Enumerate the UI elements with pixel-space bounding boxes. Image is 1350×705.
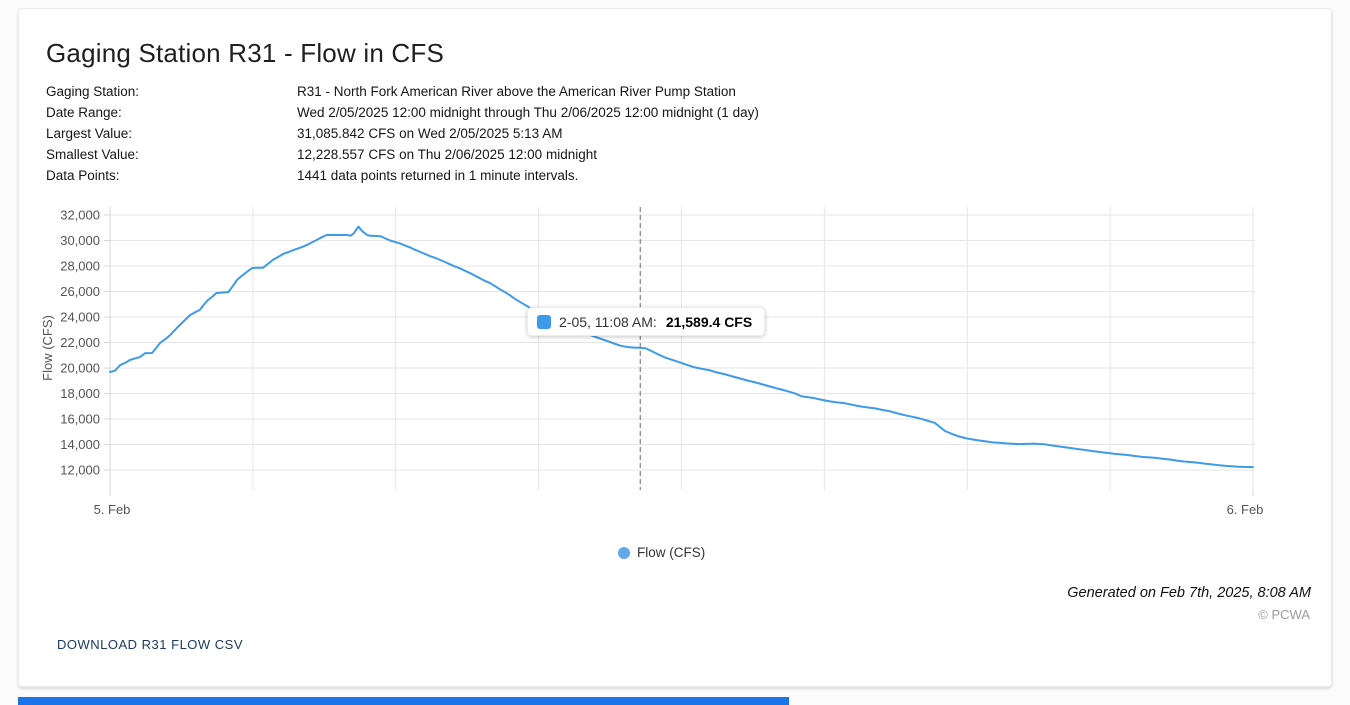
metadata-label: Data Points:	[46, 168, 120, 183]
tooltip-value: 21,589.4 CFS	[665, 313, 753, 330]
metadata-table: Gaging Station: R31 - North Fork American…	[46, 81, 759, 186]
generated-timestamp: Generated on Feb 7th, 2025, 8:08 AM	[1067, 585, 1311, 601]
metadata-label: Largest Value:	[46, 126, 133, 141]
series-marker-icon	[537, 314, 551, 329]
y-tick-label: 14,000	[60, 437, 100, 452]
metadata-row: Smallest Value: 12,228.557 CFS on Thu 2/0…	[46, 144, 759, 165]
metadata-row: Data Points: 1441 data points returned in…	[46, 165, 759, 186]
copyright-notice: © PCWA	[1258, 607, 1310, 622]
y-tick-label: 28,000	[60, 259, 100, 274]
y-tick-label: 24,000	[60, 310, 100, 325]
legend-label: Flow (CFS)	[637, 545, 706, 560]
x-tick-label: 5. Feb	[94, 502, 131, 517]
page-title: Gaging Station R31 - Flow in CFS	[46, 38, 445, 68]
metadata-value: Wed 2/05/2025 12:00 midnight through Thu…	[297, 105, 759, 120]
report-card	[18, 8, 1332, 687]
y-axis-title: Flow (CFS)	[40, 315, 55, 381]
metadata-row: Gaging Station: R31 - North Fork American…	[46, 81, 759, 102]
y-tick-label: 30,000	[60, 233, 100, 248]
loading-progress-bar	[18, 697, 789, 705]
metadata-value: 12,228.557 CFS on Thu 2/06/2025 12:00 mi…	[297, 147, 597, 162]
metadata-value: R31 - North Fork American River above th…	[297, 84, 736, 99]
metadata-row: Date Range: Wed 2/05/2025 12:00 midnight …	[46, 102, 759, 123]
y-tick-label: 32,000	[60, 208, 100, 223]
y-tick-label: 16,000	[60, 412, 100, 427]
download-csv-link[interactable]: DOWNLOAD R31 FLOW CSV	[57, 637, 244, 652]
chart-legend-item[interactable]: Flow (CFS)	[618, 545, 705, 560]
y-tick-label: 18,000	[60, 386, 100, 401]
tooltip-time-label: 2-05, 11:08 AM:	[559, 313, 657, 330]
x-tick-label: 6. Feb	[1227, 502, 1264, 517]
chart-tooltip: 2-05, 11:08 AM: 21,589.4 CFS	[527, 307, 766, 336]
metadata-value: 31,085.842 CFS on Wed 2/05/2025 5:13 AM	[297, 126, 563, 141]
y-tick-label: 22,000	[60, 335, 100, 350]
y-tick-label: 20,000	[60, 361, 100, 376]
y-tick-label: 12,000	[60, 463, 100, 478]
metadata-value: 1441 data points returned in 1 minute in…	[297, 168, 579, 183]
metadata-label: Date Range:	[46, 105, 122, 120]
y-tick-label: 26,000	[60, 284, 100, 299]
flow-series-line	[109, 225, 1254, 469]
metadata-row: Largest Value: 31,085.842 CFS on Wed 2/05…	[46, 123, 759, 144]
legend-marker-icon	[618, 546, 630, 559]
metadata-label: Smallest Value:	[46, 147, 139, 162]
metadata-label: Gaging Station:	[46, 84, 140, 99]
